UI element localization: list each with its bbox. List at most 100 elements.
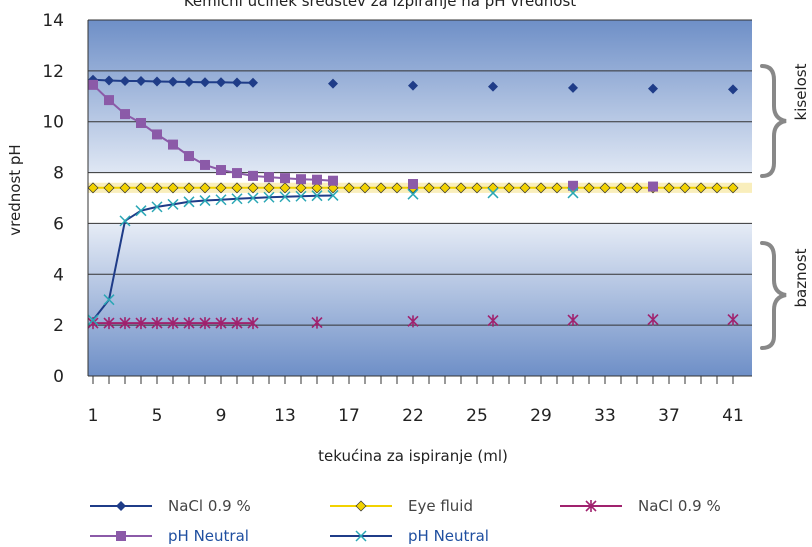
y-tick-label: 4 (53, 265, 64, 285)
data-point (311, 182, 323, 194)
data-point (183, 317, 195, 330)
legend-item-3: pH Neutral (90, 527, 249, 545)
series-line (92, 194, 334, 321)
data-point (727, 313, 739, 326)
data-point (279, 182, 291, 194)
data-point (135, 205, 147, 217)
data-point (263, 191, 275, 203)
x-tick-label: 9 (216, 406, 227, 426)
data-point (327, 189, 339, 201)
data-point (328, 78, 338, 89)
data-point (167, 198, 179, 210)
series-3 (88, 79, 658, 192)
data-point (167, 317, 179, 330)
data-point (280, 173, 290, 184)
data-point (279, 191, 291, 203)
data-point (103, 294, 115, 306)
data-point (328, 175, 338, 186)
x-tick-label: 17 (338, 406, 360, 426)
data-point (151, 201, 163, 213)
data-point (248, 77, 258, 88)
legend-item-1: Eye fluid (330, 497, 473, 515)
data-point (248, 170, 258, 181)
data-point (168, 76, 178, 87)
data-point (87, 314, 99, 326)
data-point (355, 530, 367, 542)
data-point (215, 317, 227, 330)
x-tick-label: 37 (658, 406, 680, 426)
data-point (728, 84, 738, 95)
data-point (151, 182, 163, 194)
series-layer (87, 74, 739, 330)
data-point (247, 317, 259, 330)
data-point (663, 182, 675, 194)
data-point (711, 182, 723, 194)
data-point (104, 95, 114, 106)
basicity-label: baznost (792, 248, 810, 307)
data-point (487, 314, 499, 327)
data-point (232, 77, 242, 88)
data-point (216, 165, 226, 176)
data-point (439, 182, 451, 194)
data-point (355, 500, 367, 512)
data-point (519, 182, 531, 194)
data-point (116, 501, 126, 511)
y-tick-label: 0 (53, 367, 64, 387)
data-point (471, 182, 483, 194)
data-point (407, 315, 419, 328)
data-point (391, 182, 403, 194)
data-point (103, 182, 115, 194)
data-point (247, 192, 259, 204)
x-tick-label: 1 (88, 406, 99, 426)
data-point (423, 182, 435, 194)
acidity-label: kiselost (792, 63, 810, 120)
series-4 (87, 187, 579, 326)
data-point (695, 182, 707, 194)
basicity-brace (760, 241, 787, 350)
data-point (407, 188, 419, 200)
data-point (311, 190, 323, 202)
data-point (648, 83, 658, 94)
data-point (264, 172, 274, 183)
legend-item-4: pH Neutral (330, 527, 489, 545)
data-point (455, 182, 467, 194)
data-point (119, 215, 131, 227)
data-point (199, 317, 211, 330)
y-tick-label: 2 (53, 316, 64, 336)
data-point (231, 193, 243, 205)
data-point (183, 196, 195, 208)
y-tick-label: 14 (42, 11, 64, 31)
data-point (408, 179, 418, 190)
legend-item-2: NaCl 0.9 % (560, 497, 721, 515)
x-tick-label: 22 (402, 406, 424, 426)
data-point (87, 182, 99, 194)
data-point (104, 75, 114, 86)
y-tick-label: 6 (53, 214, 64, 234)
data-point (375, 182, 387, 194)
data-point (295, 190, 307, 202)
legend-label: NaCl 0.9 % (168, 497, 251, 515)
data-point (343, 182, 355, 194)
plot-background (88, 20, 752, 376)
data-point (88, 79, 98, 90)
data-point (296, 174, 306, 185)
chart-title: Kemični učinek sredstev za izpiranje na … (184, 0, 576, 10)
data-point (116, 531, 126, 541)
data-point (295, 182, 307, 194)
data-point (535, 182, 547, 194)
data-point (488, 81, 498, 92)
data-point (503, 182, 515, 194)
data-point (215, 182, 227, 194)
data-point (312, 174, 322, 185)
data-point (727, 182, 739, 194)
data-point (648, 181, 658, 192)
neutral-band (88, 172, 752, 224)
data-point (679, 182, 691, 194)
data-point (184, 77, 194, 88)
x-axis-title: tekućina za ispiranje (ml) (318, 447, 508, 465)
data-point (583, 182, 595, 194)
axes (87, 20, 752, 384)
data-point (567, 187, 579, 199)
data-point (120, 76, 130, 87)
